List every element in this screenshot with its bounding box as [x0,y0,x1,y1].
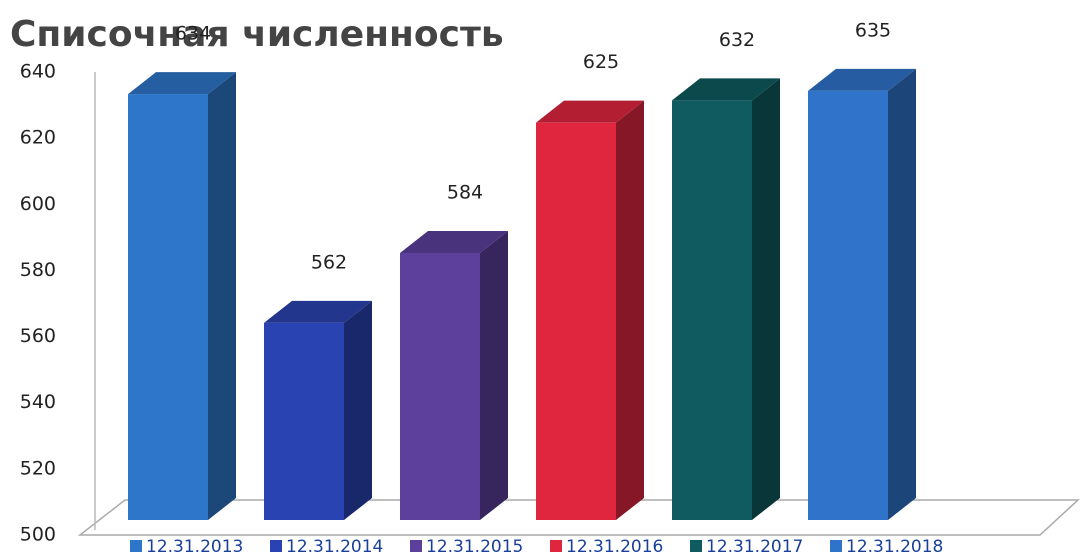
y-tick-label: 520 [20,457,56,479]
bar-top [400,231,508,253]
legend-swatch [270,540,282,552]
legend-label: 12.31.2017 [706,537,803,555]
value-label: 625 [583,51,619,73]
bar [672,100,752,520]
bar-top [672,78,780,101]
value-label: 632 [719,29,755,51]
bar-top [536,100,644,123]
chart-title: Списочная численность [10,14,504,55]
bar-side [480,231,508,520]
y-tick-label: 580 [20,259,56,281]
y-tick-label: 500 [20,524,56,546]
y-tick-label: 640 [20,61,56,83]
bar [536,122,616,520]
y-tick-label: 540 [20,391,56,413]
legend-swatch [130,540,142,552]
y-tick-label: 620 [20,127,56,149]
bar-side [344,300,372,520]
bar-side [752,78,780,520]
bar [264,322,344,520]
bar-top [128,72,236,95]
legend-label: 12.31.2018 [846,537,943,555]
bar [400,253,480,520]
legend-label: 12.31.2016 [566,537,663,555]
bar-top [808,68,916,91]
legend-label: 12.31.2013 [146,537,243,555]
legend-swatch [690,540,702,552]
floor [77,499,1080,536]
y-tick-label: 600 [20,193,56,215]
value-label: 562 [311,251,347,273]
bar [808,90,888,521]
bar-side [888,68,916,521]
bar [128,94,208,521]
bar-top [264,300,372,323]
legend-swatch [830,540,842,552]
bar-side [208,72,236,521]
value-label: 584 [447,182,483,204]
value-label: 634 [175,23,211,45]
legend-swatch [550,540,562,552]
value-label: 635 [855,19,891,41]
legend-label: 12.31.2014 [286,537,383,555]
legend-swatch [410,540,422,552]
bar-side [616,100,644,520]
y-tick-label: 560 [20,325,56,347]
legend-label: 12.31.2015 [426,537,523,555]
